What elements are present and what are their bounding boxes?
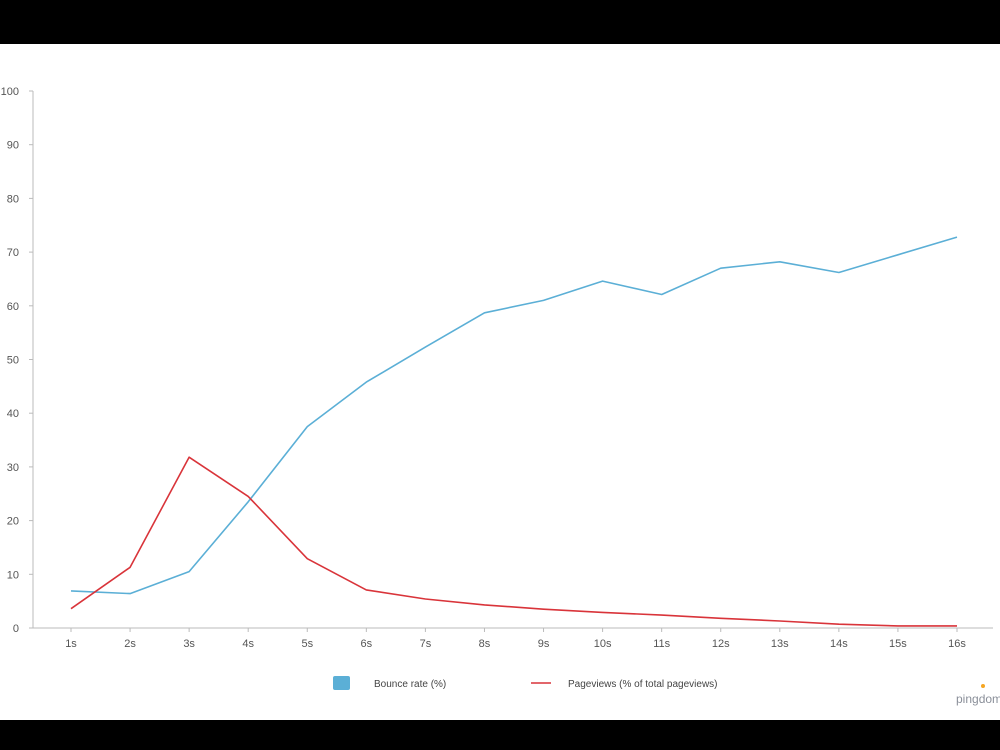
legend-label-bounce-rate: Bounce rate (%) — [374, 679, 446, 690]
series-lines — [70, 236, 958, 627]
y-tick-label: 100 — [1, 86, 19, 98]
x-tick-label: 3s — [183, 638, 195, 650]
pingdom-logo-text: pingdom — [956, 692, 1000, 706]
bounce-rate-line — [70, 236, 958, 595]
x-axis-ticks: 1s 2s 3s 4s 5s 6s 7s 8s 9s 10s 11s 12s 13s 14s 15s 16s — [65, 628, 966, 650]
x-tick-label: 15s — [889, 638, 907, 650]
x-tick-label: 7s — [420, 638, 432, 650]
y-tick-label: 30 — [7, 462, 19, 474]
y-tick-label: 20 — [7, 516, 19, 528]
y-axis-ticks: 0 10 20 30 40 50 60 70 80 90 100 — [1, 86, 33, 635]
y-tick-label: 50 — [7, 355, 19, 367]
legend: Bounce rate (%) Pageviews (% of total pag… — [333, 676, 718, 690]
x-tick-label: 4s — [242, 638, 254, 650]
x-tick-label: 13s — [771, 638, 789, 650]
y-tick-label: 10 — [7, 569, 19, 581]
y-tick-label: 70 — [7, 247, 19, 259]
legend-swatch-bounce-rate — [333, 676, 350, 690]
pingdom-logo: pingdom — [956, 684, 1000, 706]
x-tick-label: 16s — [948, 638, 966, 650]
x-tick-label: 9s — [538, 638, 550, 650]
y-tick-label: 90 — [7, 140, 19, 152]
line-chart: 0 10 20 30 40 50 60 70 80 90 100 1s 2s 3s 4s 5s 6s 7s 8s 9… — [1, 86, 1000, 706]
y-tick-label: 60 — [7, 301, 19, 313]
x-tick-label: 12s — [712, 638, 730, 650]
pingdom-logo-dot — [981, 684, 985, 688]
x-tick-label: 2s — [124, 638, 136, 650]
x-tick-label: 1s — [65, 638, 77, 650]
x-tick-label: 11s — [653, 638, 670, 650]
y-tick-label: 40 — [7, 408, 19, 420]
x-tick-label: 14s — [830, 638, 848, 650]
x-tick-label: 8s — [479, 638, 491, 650]
axes — [32, 91, 993, 629]
x-tick-label: 10s — [594, 638, 612, 650]
chart-panel: 0 10 20 30 40 50 60 70 80 90 100 1s 2s 3s 4s 5s 6s 7s 8s 9… — [0, 44, 1000, 720]
x-tick-label: 5s — [301, 638, 313, 650]
x-tick-label: 6s — [361, 638, 373, 650]
y-tick-label: 0 — [13, 623, 19, 635]
legend-label-pageviews: Pageviews (% of total pageviews) — [568, 679, 718, 690]
y-tick-label: 80 — [7, 193, 19, 205]
pageviews-line — [70, 456, 957, 627]
